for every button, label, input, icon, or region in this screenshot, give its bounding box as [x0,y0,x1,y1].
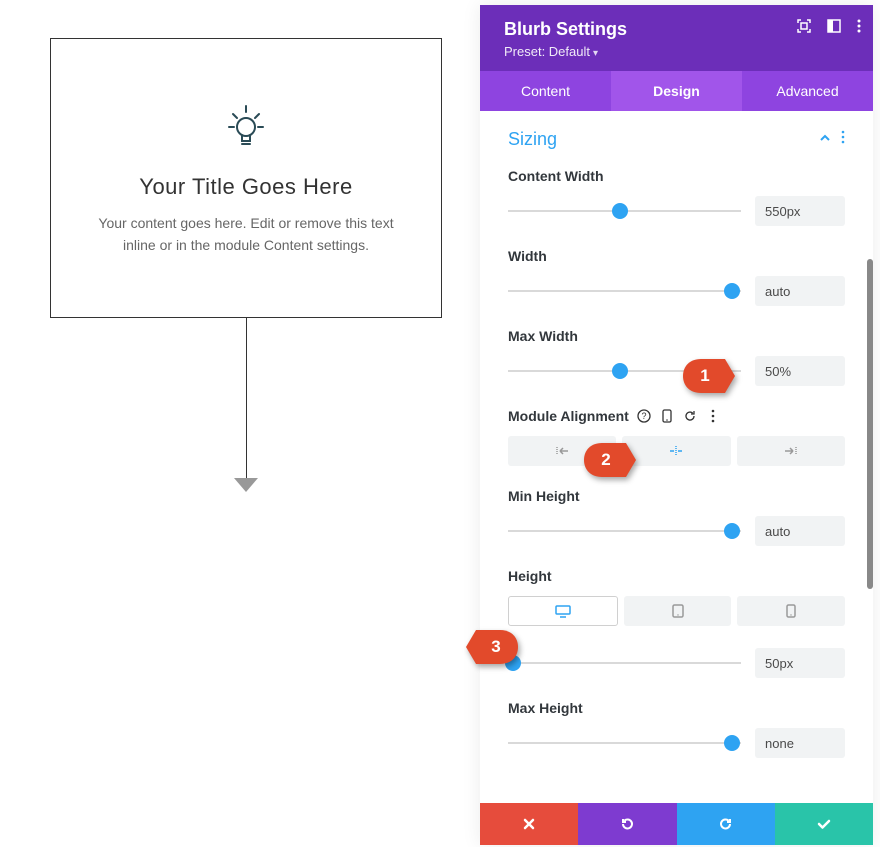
input-width[interactable]: auto [755,276,845,306]
chevron-up-icon[interactable] [819,131,831,149]
label-module-alignment: Module Alignment ? [508,408,845,424]
reset-icon[interactable] [683,409,698,424]
connector-line [246,318,247,478]
input-max-width[interactable]: 50% [755,356,845,386]
label-min-height: Min Height [508,488,845,504]
label-content-width: Content Width [508,168,845,184]
undo-button[interactable] [578,803,676,845]
preset-dropdown[interactable]: Preset: Default [504,44,849,59]
redo-button[interactable] [677,803,775,845]
label-max-width: Max Width [508,328,845,344]
blurb-body[interactable]: Your content goes here. Edit or remove t… [91,212,401,257]
tab-content[interactable]: Content [480,71,611,111]
phone-icon[interactable] [660,409,675,424]
device-desktop-button[interactable] [508,596,618,626]
tab-design[interactable]: Design [611,71,742,111]
cancel-button[interactable] [480,803,578,845]
help-icon[interactable]: ? [637,409,652,424]
slider-content-width[interactable] [508,203,741,219]
panel-footer [480,803,873,845]
panel-header: Blurb Settings Preset: Default [480,5,873,71]
slider-max-height[interactable] [508,735,741,751]
kebab-icon[interactable] [857,19,861,36]
settings-panel: Blurb Settings Preset: Default Content D… [480,5,873,845]
scrollbar-thumb[interactable] [867,259,873,589]
tab-advanced[interactable]: Advanced [742,71,873,111]
align-right-button[interactable] [737,436,845,466]
annotation-callout-2: 2 [584,443,636,477]
blurb-module[interactable]: Your Title Goes Here Your content goes h… [50,38,442,318]
input-content-width[interactable]: 550px [755,196,845,226]
save-button[interactable] [775,803,873,845]
tabs: Content Design Advanced [480,71,873,111]
label-width: Width [508,248,845,264]
snap-icon[interactable] [827,19,841,36]
lightbulb-icon [221,100,271,150]
slider-height[interactable] [508,655,741,671]
input-height[interactable]: 50px [755,648,845,678]
label-height: Height [508,568,845,584]
annotation-callout-1: 1 [683,359,735,393]
panel-body: Sizing Content Width 550px Width [480,111,873,803]
connector-arrow-icon [234,478,258,492]
kebab-icon[interactable] [841,130,845,149]
device-tablet-button[interactable] [624,596,732,626]
device-phone-button[interactable] [737,596,845,626]
expand-icon[interactable] [797,19,811,36]
blurb-title[interactable]: Your Title Goes Here [139,174,352,200]
svg-text:?: ? [642,411,647,421]
section-title[interactable]: Sizing [508,129,557,150]
align-center-button[interactable] [622,436,730,466]
input-max-height[interactable]: none [755,728,845,758]
label-max-height: Max Height [508,700,845,716]
page-canvas: Your Title Goes Here Your content goes h… [0,0,480,847]
input-min-height[interactable]: auto [755,516,845,546]
kebab-icon[interactable] [706,409,721,424]
annotation-callout-3: 3 [466,630,518,664]
slider-min-height[interactable] [508,523,741,539]
slider-width[interactable] [508,283,741,299]
